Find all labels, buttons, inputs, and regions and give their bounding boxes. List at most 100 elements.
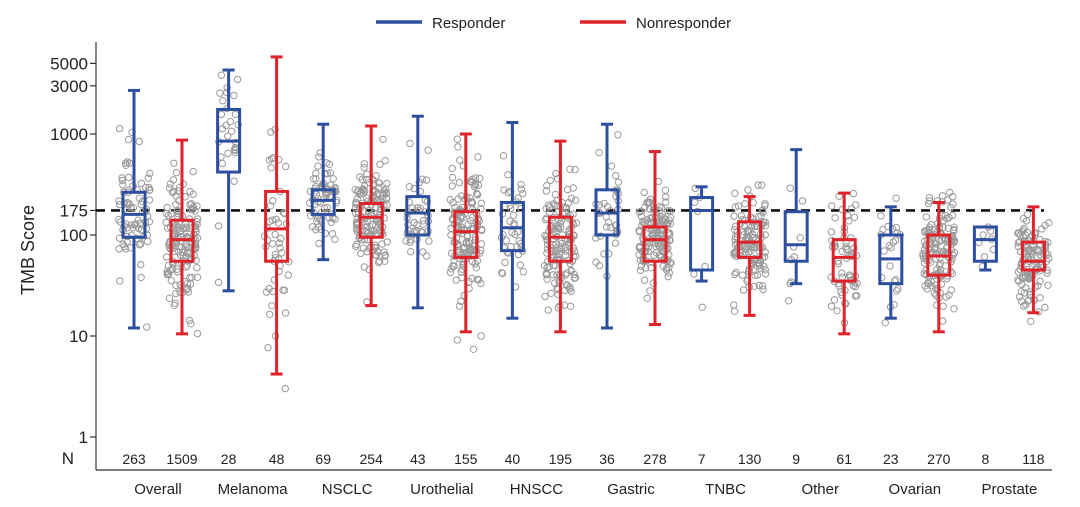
- data-point: [376, 205, 385, 214]
- data-point: [927, 220, 935, 229]
- data-point: [517, 185, 526, 193]
- data-point: [949, 192, 957, 201]
- data-point: [544, 306, 552, 314]
- y-axis-title: TMB Score: [18, 205, 38, 295]
- data-point: [950, 226, 958, 235]
- data-point: [939, 302, 947, 310]
- box-nsclc-nonresponder: [358, 124, 384, 308]
- data-point: [189, 190, 197, 199]
- data-point: [166, 180, 175, 188]
- data-point: [217, 110, 226, 119]
- data-point: [758, 181, 766, 189]
- data-point: [640, 276, 649, 284]
- data-point: [1014, 276, 1022, 284]
- data-point: [315, 239, 323, 248]
- data-point: [551, 190, 560, 199]
- data-point: [131, 220, 140, 228]
- data-point: [758, 282, 767, 290]
- data-point: [375, 257, 384, 265]
- data-point: [446, 195, 454, 204]
- data-point: [595, 149, 603, 157]
- data-point: [473, 191, 482, 199]
- data-point: [145, 186, 154, 195]
- data-point: [563, 282, 572, 290]
- n-count-nonresponder: 155: [454, 451, 478, 467]
- data-point: [314, 162, 322, 170]
- data-point: [118, 174, 126, 182]
- data-point: [546, 176, 554, 185]
- data-point: [163, 203, 171, 212]
- data-point: [664, 207, 672, 215]
- data-point: [137, 273, 145, 282]
- data-point: [664, 272, 672, 281]
- data-point: [604, 218, 613, 227]
- data-point: [566, 165, 574, 173]
- data-point: [1023, 228, 1031, 237]
- data-point: [360, 263, 368, 271]
- data-point: [750, 243, 758, 251]
- data-point: [502, 237, 510, 245]
- data-point: [162, 209, 170, 217]
- data-point: [422, 176, 431, 184]
- box-hnscc-responder: [499, 120, 525, 320]
- data-point: [698, 303, 706, 311]
- data-point: [425, 237, 433, 245]
- data-point: [561, 251, 570, 260]
- data-point: [786, 184, 794, 192]
- data-point: [144, 237, 152, 246]
- data-point: [563, 185, 572, 194]
- data-point: [172, 281, 180, 290]
- data-point: [115, 124, 124, 133]
- n-count-nonresponder: 48: [269, 451, 285, 467]
- data-point: [381, 252, 389, 260]
- data-point: [375, 179, 383, 187]
- data-point: [517, 181, 525, 189]
- data-point: [372, 172, 380, 180]
- data-point: [547, 289, 555, 297]
- data-point: [541, 292, 549, 301]
- data-point: [267, 164, 275, 172]
- data-point: [193, 264, 201, 272]
- box-overall-nonresponder: [169, 138, 195, 336]
- box-iqr: [405, 195, 431, 237]
- data-point: [266, 202, 275, 210]
- data-point: [1021, 284, 1030, 292]
- data-point: [646, 287, 654, 295]
- data-point: [136, 219, 144, 227]
- box-iqr: [547, 215, 573, 263]
- data-point: [269, 240, 277, 248]
- data-point: [980, 253, 989, 261]
- data-point: [168, 265, 177, 273]
- data-point: [1041, 303, 1049, 312]
- data-point: [543, 181, 551, 190]
- data-point: [831, 214, 839, 222]
- data-point: [784, 297, 793, 305]
- data-point: [214, 278, 223, 287]
- data-point: [925, 279, 933, 288]
- data-point: [936, 266, 945, 274]
- category-label: Other: [801, 481, 839, 498]
- data-point: [1024, 273, 1033, 281]
- data-point: [477, 240, 485, 248]
- data-point: [852, 201, 860, 209]
- y-tick-label: 10: [69, 327, 88, 346]
- data-point: [1043, 269, 1051, 277]
- data-point: [744, 186, 752, 194]
- data-point: [637, 262, 645, 270]
- data-point: [455, 302, 464, 310]
- data-point: [891, 236, 900, 245]
- data-point: [172, 289, 180, 298]
- data-point: [838, 247, 846, 256]
- data-point: [363, 201, 371, 209]
- data-point: [216, 89, 224, 97]
- data-point: [477, 332, 485, 340]
- data-point: [454, 143, 462, 151]
- data-point: [456, 248, 464, 256]
- data-point: [135, 241, 144, 249]
- data-point: [950, 223, 958, 231]
- data-point: [566, 302, 575, 310]
- box-iqr: [264, 189, 290, 263]
- data-point: [382, 185, 390, 193]
- data-point: [224, 149, 232, 158]
